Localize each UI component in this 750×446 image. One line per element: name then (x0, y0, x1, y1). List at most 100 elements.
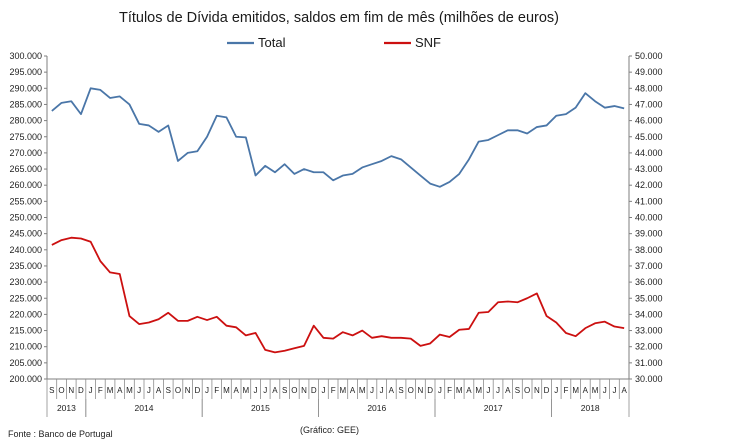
left-tick-label: 285.000 (9, 99, 42, 109)
left-tick-label: 300.000 (9, 51, 42, 61)
left-tick-label: 265.000 (9, 164, 42, 174)
month-label: D (311, 386, 317, 395)
right-tick-label: 36.000 (635, 277, 663, 287)
month-label: J (205, 386, 209, 395)
month-label: A (117, 386, 123, 395)
left-tick-label: 200.000 (9, 374, 42, 384)
month-label: A (466, 386, 472, 395)
month-label: M (126, 386, 133, 395)
month-label: J (254, 386, 258, 395)
month-label: O (291, 386, 297, 395)
month-label: A (272, 386, 278, 395)
month-label: M (572, 386, 579, 395)
month-label: D (427, 386, 433, 395)
month-label: M (475, 386, 482, 395)
left-tick-label: 235.000 (9, 261, 42, 271)
month-label: F (98, 386, 103, 395)
legend-label-snf: SNF (415, 35, 441, 50)
left-tick-label: 205.000 (9, 358, 42, 368)
month-label: O (175, 386, 181, 395)
month-label: J (380, 386, 384, 395)
month-label: N (68, 386, 74, 395)
month-label: N (301, 386, 307, 395)
month-label: A (156, 386, 162, 395)
right-tick-label: 42.000 (635, 180, 663, 190)
right-tick-label: 43.000 (635, 164, 663, 174)
year-label: 2014 (135, 403, 154, 413)
month-label: N (534, 386, 540, 395)
month-label: S (49, 386, 54, 395)
month-label: J (612, 386, 616, 395)
left-tick-label: 245.000 (9, 229, 42, 239)
month-label: A (350, 386, 356, 395)
right-tick-label: 44.000 (635, 148, 663, 158)
month-label: O (524, 386, 530, 395)
month-label: F (214, 386, 219, 395)
month-label: M (592, 386, 599, 395)
left-axis-ticks: 200.000 205.000 210.000 215.000 220.000 225.0… (9, 51, 47, 384)
series-line-snf (51, 236, 625, 354)
left-tick-label: 250.000 (9, 213, 42, 223)
right-tick-label: 35.000 (635, 293, 663, 303)
right-tick-label: 40.000 (635, 213, 663, 223)
month-label: A (583, 386, 589, 395)
right-tick-label: 32.000 (635, 342, 663, 352)
month-label: M (243, 386, 250, 395)
year-label: 2018 (581, 403, 600, 413)
month-label: D (544, 386, 550, 395)
month-label: A (505, 386, 511, 395)
month-label: O (58, 386, 64, 395)
month-label: O (408, 386, 414, 395)
month-label: J (370, 386, 374, 395)
month-label: F (564, 386, 569, 395)
right-tick-label: 30.000 (635, 374, 663, 384)
year-label: 2015 (251, 403, 270, 413)
month-label: J (137, 386, 141, 395)
left-tick-label: 295.000 (9, 67, 42, 77)
month-label: J (263, 386, 267, 395)
right-tick-label: 41.000 (635, 196, 663, 206)
month-label: N (418, 386, 424, 395)
source-note: Fonte : Banco de Portugal (8, 429, 113, 439)
month-label: M (223, 386, 230, 395)
month-label: J (496, 386, 500, 395)
chart-title: Títulos de Dívida emitidos, saldos em fi… (119, 10, 559, 26)
right-tick-label: 47.000 (635, 99, 663, 109)
month-label: N (185, 386, 191, 395)
month-label: J (89, 386, 93, 395)
right-tick-label: 38.000 (635, 245, 663, 255)
series-lines (51, 87, 625, 354)
month-label: J (438, 386, 442, 395)
month-label: S (282, 386, 287, 395)
left-tick-label: 255.000 (9, 196, 42, 206)
right-tick-label: 33.000 (635, 326, 663, 336)
left-tick-label: 290.000 (9, 83, 42, 93)
month-label: D (194, 386, 200, 395)
right-tick-label: 48.000 (635, 83, 663, 93)
month-label: J (147, 386, 151, 395)
series-line-total (51, 87, 625, 188)
month-label: A (621, 386, 627, 395)
right-tick-label: 50.000 (635, 51, 663, 61)
right-tick-label: 34.000 (635, 309, 663, 319)
month-label: J (486, 386, 490, 395)
left-tick-label: 275.000 (9, 132, 42, 142)
right-tick-label: 49.000 (635, 67, 663, 77)
month-label: F (331, 386, 336, 395)
axes (46, 56, 630, 380)
year-label: 2013 (57, 403, 76, 413)
month-label: J (554, 386, 558, 395)
right-tick-label: 45.000 (635, 132, 663, 142)
month-label: M (107, 386, 114, 395)
left-tick-label: 215.000 (9, 326, 42, 336)
month-label: S (398, 386, 403, 395)
month-label: A (233, 386, 239, 395)
right-tick-label: 46.000 (635, 116, 663, 126)
credit-note: (Gráfico: GEE) (300, 425, 359, 435)
month-label: M (359, 386, 366, 395)
right-tick-label: 37.000 (635, 261, 663, 271)
year-label: 2016 (367, 403, 386, 413)
left-tick-label: 225.000 (9, 293, 42, 303)
